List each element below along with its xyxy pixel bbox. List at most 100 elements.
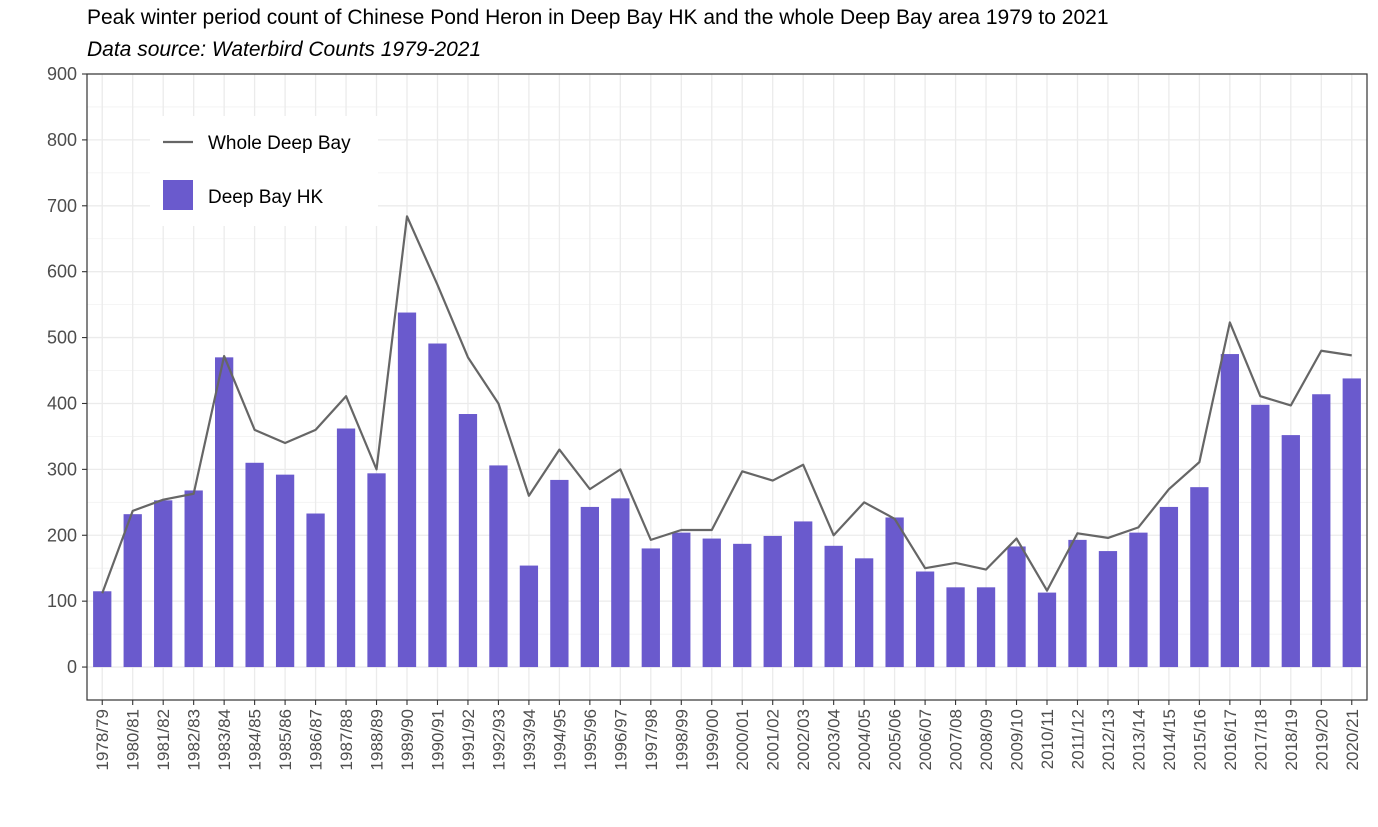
x-tick-label: 2000/01 bbox=[733, 709, 752, 770]
bar-deep-bay-hk bbox=[885, 517, 904, 668]
x-tick-label: 1999/00 bbox=[703, 709, 722, 770]
x-tick-label: 1986/87 bbox=[307, 709, 326, 770]
bar-deep-bay-hk bbox=[1220, 354, 1239, 668]
y-tick-label: 100 bbox=[47, 591, 77, 611]
chart-subtitle: Data source: Waterbird Counts 1979-2021 bbox=[87, 38, 482, 61]
x-tick-label: 1995/96 bbox=[581, 709, 600, 770]
x-tick-label: 2017/18 bbox=[1251, 709, 1270, 770]
x-tick-label: 1980/81 bbox=[124, 709, 143, 770]
bar-deep-bay-hk bbox=[1251, 404, 1270, 668]
bar-deep-bay-hk bbox=[1190, 487, 1209, 668]
bar-deep-bay-hk bbox=[976, 587, 996, 668]
legend-label-deep-bay-hk: Deep Bay HK bbox=[208, 187, 323, 208]
y-tick-label: 0 bbox=[67, 657, 77, 677]
x-tick-label: 1982/83 bbox=[185, 709, 204, 770]
bar-deep-bay-hk bbox=[245, 462, 264, 668]
bar-deep-bay-hk bbox=[1342, 378, 1361, 668]
bar-deep-bay-hk bbox=[1281, 435, 1300, 668]
x-tick-label: 1988/89 bbox=[368, 709, 387, 770]
bar-deep-bay-hk bbox=[428, 343, 447, 668]
bar-deep-bay-hk bbox=[824, 545, 843, 668]
y-tick-label: 600 bbox=[47, 262, 77, 282]
bar-deep-bay-hk bbox=[672, 532, 691, 668]
legend: Whole Deep Bay Deep Bay HK bbox=[150, 116, 378, 226]
y-tick-label: 200 bbox=[47, 525, 77, 545]
x-tick-label: 1991/92 bbox=[459, 709, 478, 770]
legend-label-whole-deep-bay: Whole Deep Bay bbox=[208, 133, 351, 154]
bar-deep-bay-hk bbox=[93, 591, 112, 668]
x-tick-label: 2006/07 bbox=[916, 709, 935, 770]
bar-deep-bay-hk bbox=[275, 474, 295, 668]
x-tick-label: 1992/93 bbox=[489, 709, 508, 770]
legend-key-bar bbox=[163, 180, 193, 210]
x-tick-label: 2020/21 bbox=[1343, 709, 1362, 770]
x-tick-label: 2001/02 bbox=[764, 709, 783, 770]
x-tick-label: 1997/98 bbox=[642, 709, 661, 770]
bar-deep-bay-hk bbox=[123, 514, 142, 668]
bar-deep-bay-hk bbox=[489, 465, 508, 668]
x-tick-label: 1998/99 bbox=[672, 709, 691, 770]
x-tick-label: 2015/16 bbox=[1190, 709, 1209, 770]
plot-border bbox=[86, 73, 1368, 701]
bar-deep-bay-hk bbox=[702, 538, 721, 668]
bar-deep-bay-hk bbox=[733, 543, 752, 668]
bar-deep-bay-hk bbox=[915, 571, 935, 668]
bar-deep-bay-hk bbox=[1068, 539, 1087, 668]
bar-deep-bay-hk bbox=[763, 535, 782, 668]
bar-deep-bay-hk bbox=[336, 428, 356, 668]
bar-deep-bay-hk bbox=[611, 498, 630, 668]
bar-deep-bay-hk bbox=[1312, 394, 1331, 668]
x-tick-label: 1985/86 bbox=[276, 709, 295, 770]
line-whole-deep-bay bbox=[101, 215, 1352, 594]
x-tick-label: 1994/95 bbox=[550, 709, 569, 770]
x-tick-label: 2016/17 bbox=[1221, 709, 1240, 770]
bar-deep-bay-hk bbox=[184, 490, 203, 668]
x-tick-label: 1978/79 bbox=[93, 709, 112, 770]
x-tick-label: 2018/19 bbox=[1282, 709, 1301, 770]
bar-deep-bay-hk bbox=[306, 513, 325, 668]
y-tick-label: 800 bbox=[47, 130, 77, 150]
x-tick-label: 1990/91 bbox=[428, 709, 447, 770]
bar-deep-bay-hk bbox=[855, 558, 874, 668]
x-tick-label: 2009/10 bbox=[1008, 709, 1027, 770]
bar-deep-bay-hk bbox=[1037, 592, 1057, 668]
x-tick-label: 2005/06 bbox=[886, 709, 905, 770]
bar-deep-bay-hk bbox=[1129, 532, 1148, 668]
bar-deep-bay-hk bbox=[580, 506, 599, 668]
bar-deep-bay-hk bbox=[1098, 551, 1118, 668]
bar-deep-bay-hk bbox=[946, 587, 965, 668]
bar-deep-bay-hk bbox=[550, 479, 569, 668]
x-tick-label: 2011/12 bbox=[1068, 709, 1087, 769]
x-tick-label: 2003/04 bbox=[825, 709, 844, 770]
y-tick-label: 900 bbox=[47, 64, 77, 84]
bar-deep-bay-hk bbox=[367, 473, 386, 668]
y-tick-label: 400 bbox=[47, 393, 77, 413]
y-tick-label: 700 bbox=[47, 196, 77, 216]
bar-deep-bay-hk bbox=[641, 548, 660, 668]
bar-deep-bay-hk bbox=[154, 500, 173, 668]
x-tick-label: 1983/84 bbox=[215, 709, 234, 770]
x-tick-label: 1981/82 bbox=[154, 709, 173, 770]
x-tick-label: 1989/90 bbox=[398, 709, 417, 770]
x-tick-label: 1993/94 bbox=[520, 709, 539, 770]
bar-deep-bay-hk bbox=[1159, 506, 1179, 668]
x-tick-label: 2010/11 bbox=[1038, 709, 1057, 769]
x-tick-label: 2004/05 bbox=[855, 709, 874, 770]
bar-deep-bay-hk bbox=[1007, 546, 1026, 668]
y-tick-label: 500 bbox=[47, 328, 77, 348]
x-tick-label: 2013/14 bbox=[1129, 709, 1148, 770]
bar-deep-bay-hk bbox=[519, 565, 539, 668]
bar-deep-bay-hk bbox=[397, 312, 417, 668]
x-tick-label: 1984/85 bbox=[246, 709, 265, 770]
y-tick-label: 300 bbox=[47, 459, 77, 479]
x-tick-label: 2014/15 bbox=[1160, 709, 1179, 770]
x-tick-label: 2019/20 bbox=[1312, 709, 1331, 770]
bar-deep-bay-hk bbox=[458, 414, 478, 668]
bar-deep-bay-hk bbox=[215, 357, 234, 668]
x-tick-label: 1996/97 bbox=[611, 709, 630, 770]
chart-title: Peak winter period count of Chinese Pond… bbox=[87, 6, 1109, 29]
x-tick-label: 2002/03 bbox=[794, 709, 813, 770]
x-tick-label: 2012/13 bbox=[1099, 709, 1118, 770]
bar-deep-bay-hk bbox=[794, 521, 813, 668]
